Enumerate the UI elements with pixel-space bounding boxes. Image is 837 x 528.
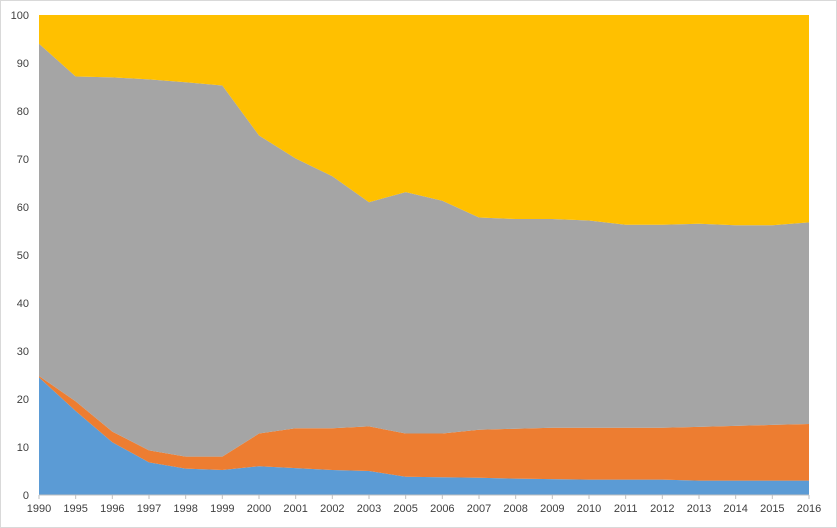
series-area-3 [39,43,809,457]
x-tick-label: 1995 [63,503,87,515]
x-tick-label: 2012 [650,503,674,515]
x-tick-label: 1990 [27,503,51,515]
x-tick-label: 1998 [173,503,197,515]
y-tick-label: 20 [17,394,29,406]
x-tick-label: 1996 [100,503,124,515]
series-area-4 [39,15,809,226]
y-axis-ticks: 0 10 20 30 40 50 60 70 80 90 100 [11,10,29,502]
x-tick-label: 2002 [320,503,344,515]
series-area-1 [39,377,809,495]
x-tick-label: 1997 [137,503,161,515]
x-tick-label: 1999 [210,503,234,515]
y-tick-label: 0 [23,490,29,502]
x-tick-label: 2005 [393,503,417,515]
series-area-2 [39,375,809,481]
y-tick-label: 10 [17,442,29,454]
series-areas [39,15,809,495]
x-tick-label: 2001 [283,503,307,515]
x-tick-label: 2014 [723,503,747,515]
x-tick-label: 2009 [540,503,564,515]
x-tick-label: 2003 [357,503,381,515]
y-tick-label: 80 [17,106,29,118]
x-tick-label: 2011 [614,503,638,515]
x-tick-label: 2007 [467,503,491,515]
x-tick-label: 2006 [430,503,454,515]
x-tick-label: 2010 [577,503,601,515]
y-tick-label: 60 [17,202,29,214]
y-tick-label: 90 [17,58,29,70]
x-tick-label: 2016 [797,503,821,515]
x-axis-ticks: 1990 1995 1996 1997 1998 1999 2000 2001 2002 2003… [27,495,821,515]
x-tick-label: 2000 [247,503,271,515]
x-tick-label: 2013 [687,503,711,515]
y-tick-label: 30 [17,346,29,358]
y-tick-label: 50 [17,250,29,262]
x-tick-label: 2008 [503,503,527,515]
y-tick-label: 70 [17,154,29,166]
y-tick-label: 40 [17,298,29,310]
x-tick-label: 2015 [760,503,784,515]
y-tick-label: 100 [11,10,29,22]
